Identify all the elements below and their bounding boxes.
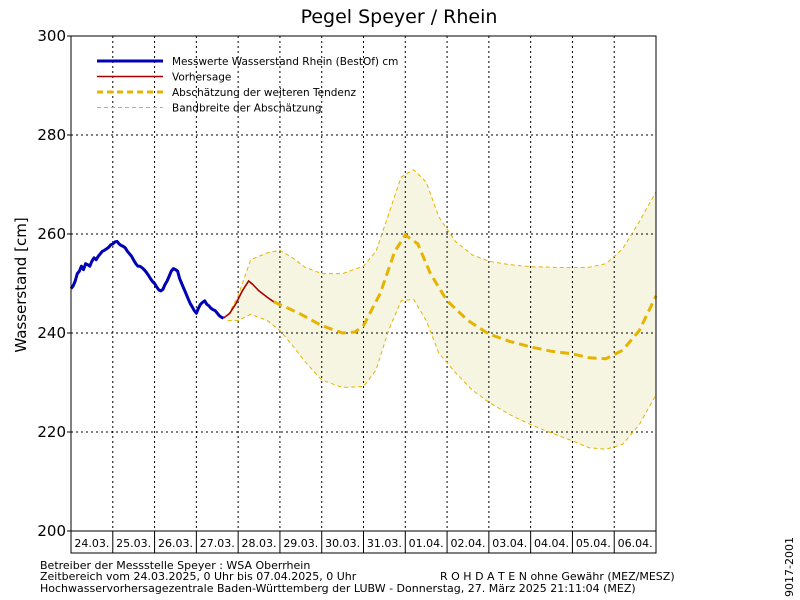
footer-operator: Betreiber der Messstelle Speyer : WSA Ob…: [40, 559, 310, 572]
y-tick-label: 280: [37, 126, 66, 144]
y-tick-label: 300: [37, 27, 66, 45]
legend-label: Messwerte Wasserstand Rhein (BestOf) cm: [172, 56, 398, 68]
x-tick-label: 05.04.: [576, 537, 611, 550]
measured-line: [69, 239, 225, 320]
y-tick-label: 200: [37, 522, 66, 540]
tendency-line: [273, 232, 658, 361]
footer-side-code: 9017-2001: [783, 537, 796, 597]
x-tick-label: 29.03.: [283, 537, 318, 550]
legend-label: Bandbreite der Abschätzung: [172, 103, 322, 115]
footer-raw-data-note: R O H D A T E N ohne Gewähr (MEZ/MESZ): [440, 570, 675, 583]
x-tick-label: 24.03.: [74, 537, 109, 550]
band-layer: [227, 169, 656, 450]
x-tick-label: 28.03.: [242, 537, 277, 550]
footer-agency: Hochwasservorhersagezentrale Baden-Württ…: [40, 582, 636, 595]
y-axis-label: Wasserstand [cm]: [12, 217, 30, 352]
footer-time-range: Zeitbereich vom 24.03.2025, 0 Uhr bis 07…: [40, 570, 357, 583]
x-tick-label: 04.04.: [534, 537, 569, 550]
x-tick-label: 03.04.: [492, 537, 527, 550]
y-tick-label: 260: [37, 225, 66, 243]
band-lower-line: [227, 298, 657, 450]
series-layer: [69, 169, 658, 450]
x-tick-label: 25.03.: [116, 537, 151, 550]
x-tick-label: 31.03.: [367, 537, 402, 550]
x-tick-label: 27.03.: [200, 537, 235, 550]
band-area: [227, 169, 656, 450]
x-tick-label: 26.03.: [158, 537, 193, 550]
x-tick-layer: 24.03. 25.03. 26.03. 27.03. 28.03. 29.03. 30.0…: [74, 531, 653, 553]
y-tick-label: 220: [37, 423, 66, 441]
forecast-line: [223, 279, 275, 319]
legend: Messwerte Wasserstand Rhein (BestOf) cm V…: [97, 56, 398, 115]
legend-label: Vorhersage: [172, 72, 231, 84]
y-tick-layer: 200 220 240 260 280 300: [37, 27, 71, 540]
x-tick-label: 01.04.: [409, 537, 444, 550]
x-tick-label: 02.04.: [450, 537, 485, 550]
x-tick-label: 30.03.: [325, 537, 360, 550]
y-tick-label: 240: [37, 324, 66, 342]
legend-label: Abschätzung der weiteren Tendenz: [172, 87, 357, 99]
chart-title: Pegel Speyer / Rhein: [301, 6, 498, 28]
band-upper-line: [227, 169, 657, 316]
x-tick-label: 06.04.: [618, 537, 653, 550]
